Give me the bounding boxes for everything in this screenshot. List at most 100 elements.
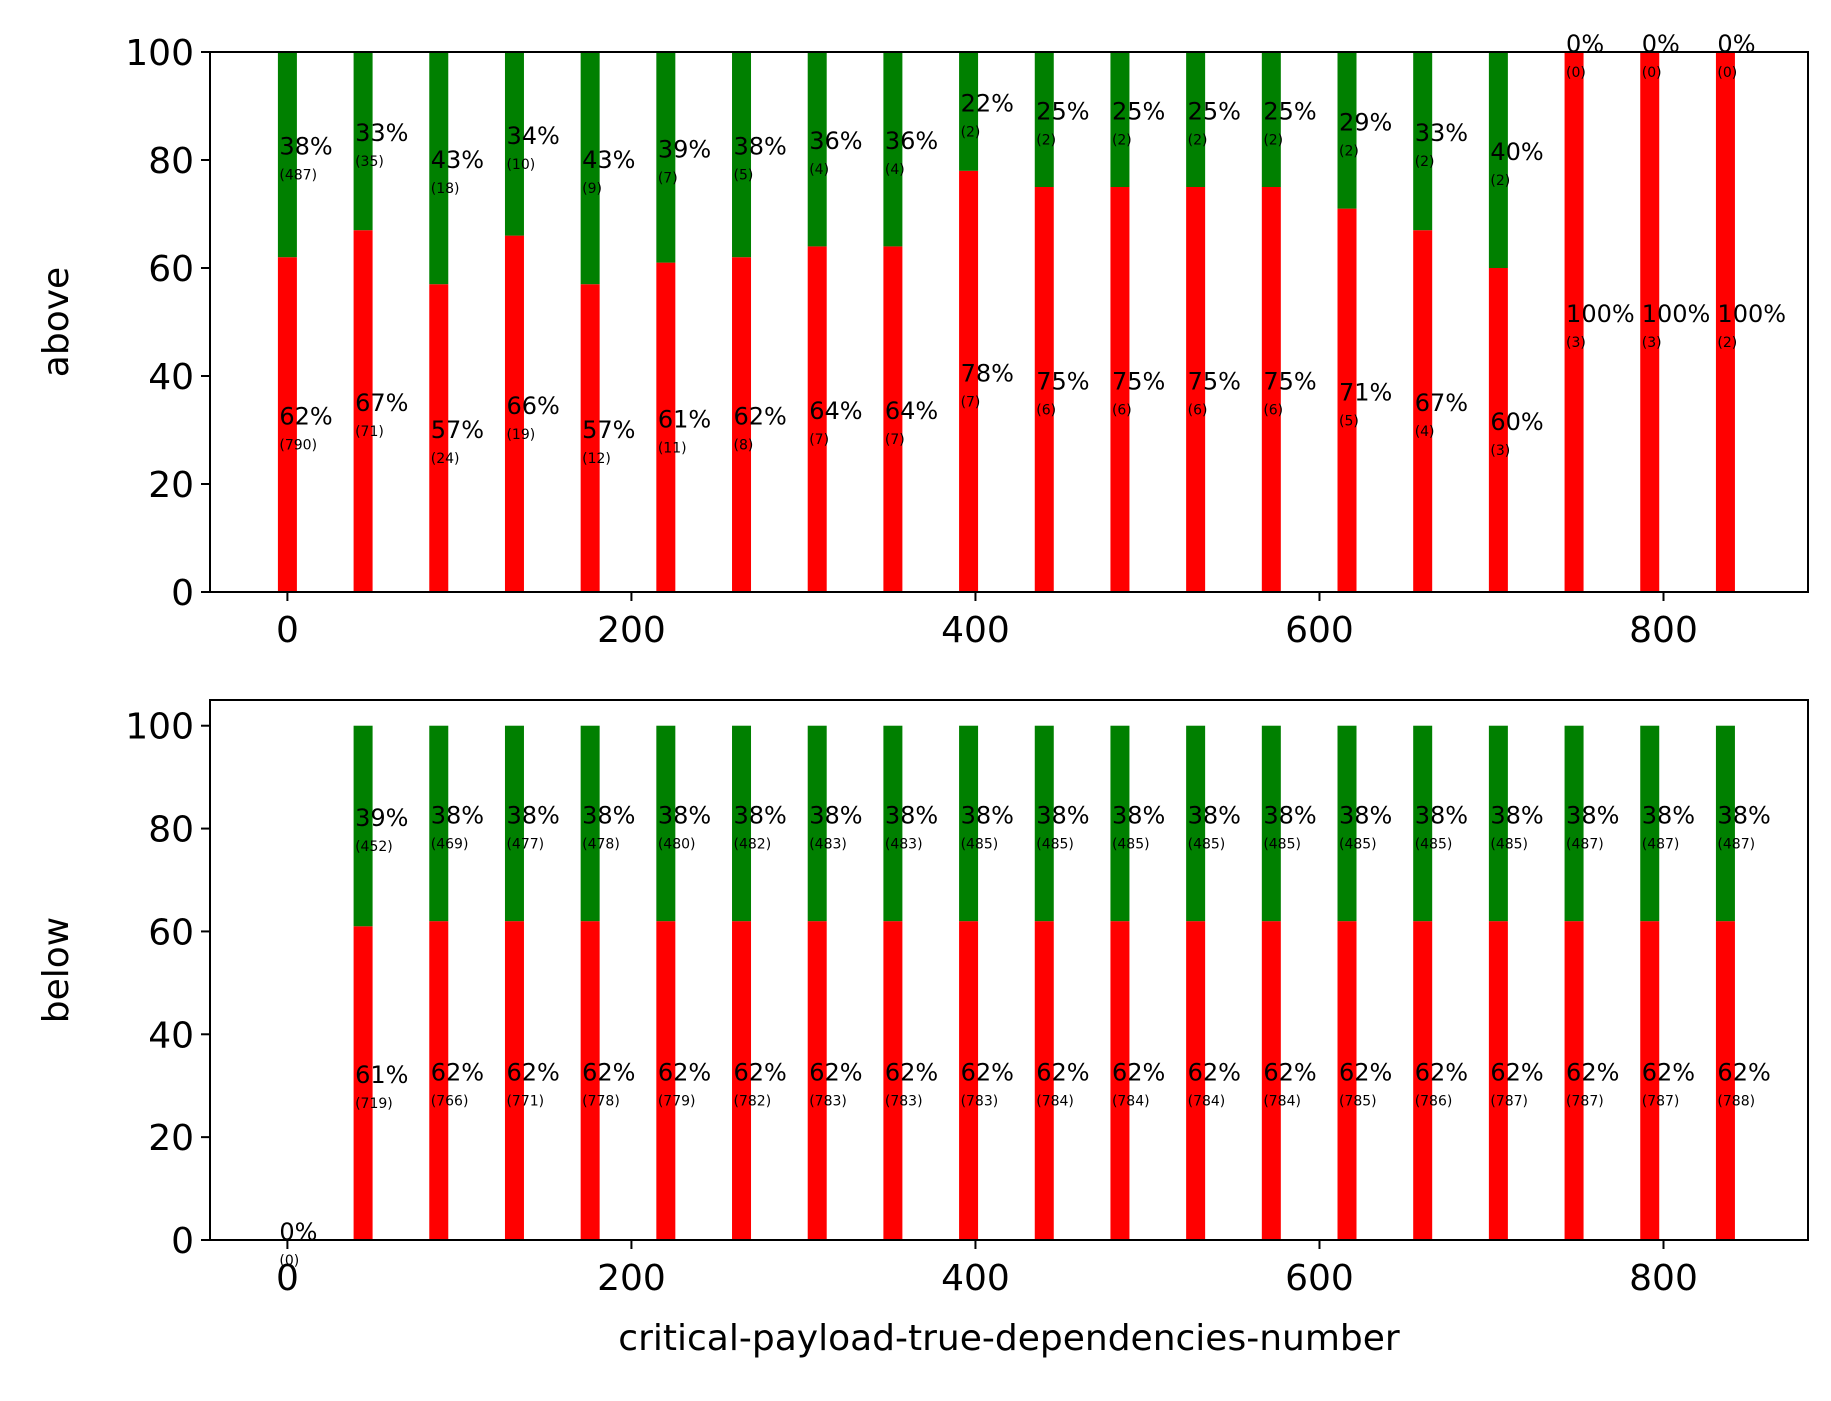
data-label-count: (35) [355,154,384,170]
data-label-count: (784) [1263,1094,1301,1110]
bar-bottom [1337,921,1357,1240]
bar-bottom [1413,230,1433,592]
data-label-percent: 33% [1415,119,1468,147]
data-label-count: (2) [961,124,981,140]
data-label-percent: 62% [658,1059,711,1087]
data-label-count: (784) [1188,1094,1226,1110]
data-label-percent: 78% [961,359,1014,387]
data-label-count: (2) [1188,133,1208,149]
bar-bottom [1186,921,1206,1240]
data-label-percent: 38% [885,801,938,829]
bar-top [353,52,373,231]
x-tick-label: 0 [276,610,299,651]
bar-bottom [1715,921,1735,1240]
bar-top [1564,725,1584,922]
data-label-count: (0) [1717,65,1737,81]
data-label-count: (2) [1112,133,1132,149]
data-label-percent: 62% [506,1059,559,1087]
data-label-count: (4) [1415,424,1435,440]
data-label-count: (6) [1263,403,1283,419]
data-label-percent: 43% [582,146,635,174]
bar-top [732,52,752,258]
data-label-percent: 38% [961,801,1014,829]
data-label-percent: 38% [431,801,484,829]
data-label-percent: 100% [1642,300,1711,328]
y-tick-label: 80 [148,810,194,851]
data-label-percent: 62% [1717,1059,1770,1087]
y-tick-label: 20 [148,465,194,506]
x-tick-label: 800 [1629,1258,1698,1299]
data-label-percent: 25% [1036,98,1089,126]
y-tick-label: 40 [148,1015,194,1056]
data-label-count: (786) [1415,1094,1453,1110]
bar-bottom [1337,208,1357,592]
data-label-percent: 62% [1490,1059,1543,1087]
y-tick-label: 20 [148,1118,194,1159]
bar-bottom [883,246,903,592]
bar-bottom [353,926,373,1240]
bar-top [807,52,827,247]
x-tick-label: 200 [597,610,666,651]
data-label-count: (2) [1263,133,1283,149]
bar-top [353,725,373,927]
bar-bottom [1110,921,1130,1240]
data-label-percent: 38% [658,801,711,829]
bar-bottom [1715,52,1735,592]
bar-top [1110,52,1130,187]
data-label-count: (487) [1717,836,1755,852]
data-label-count: (2) [1717,335,1737,351]
data-label-count: (784) [1112,1094,1150,1110]
data-label-count: (779) [658,1094,696,1110]
bar-top [1337,52,1357,209]
data-label-count: (785) [1339,1094,1377,1110]
bar-top [1413,725,1433,922]
bar-top [883,52,903,247]
data-label-percent: 0% [279,1218,317,1246]
bar-top [1186,52,1206,187]
data-label-percent: 38% [1339,801,1392,829]
y-tick-label: 100 [125,707,194,748]
data-label-percent: 57% [582,416,635,444]
data-label-count: (0) [279,1253,299,1269]
data-label-percent: 38% [1642,801,1695,829]
data-label-percent: 39% [355,804,408,832]
data-label-percent: 38% [1415,801,1468,829]
bar-top [1640,725,1660,922]
data-label-count: (4) [885,162,905,178]
bar-top [277,52,297,258]
data-label-percent: 29% [1339,108,1392,136]
data-label-percent: 25% [1112,98,1165,126]
data-label-percent: 62% [809,1059,862,1087]
data-label-count: (5) [734,168,754,184]
bar-bottom [959,921,979,1240]
data-label-percent: 62% [734,403,787,431]
x-tick-label: 0 [276,1258,299,1299]
data-label-percent: 62% [1642,1059,1695,1087]
data-label-percent: 75% [1263,368,1316,396]
y-axis-title: above [36,267,77,377]
x-tick-label: 800 [1629,610,1698,651]
data-label-count: (787) [1642,1094,1680,1110]
data-label-percent: 0% [1642,30,1680,58]
bar-top [1488,52,1508,268]
data-label-percent: 61% [658,405,711,433]
data-label-percent: 66% [506,392,559,420]
data-label-count: (485) [1339,836,1377,852]
data-label-count: (12) [582,451,611,467]
x-tick-label: 400 [941,610,1010,651]
data-label-percent: 22% [961,89,1014,117]
data-label-percent: 39% [658,135,711,163]
data-label-count: (487) [279,168,317,184]
data-label-percent: 62% [1112,1059,1165,1087]
data-label-percent: 25% [1263,98,1316,126]
y-axis-title: below [36,917,77,1023]
data-label-percent: 62% [961,1059,1014,1087]
bar-bottom [1488,921,1508,1240]
bar-top [504,52,524,236]
data-label-count: (787) [1566,1094,1604,1110]
data-label-percent: 64% [885,397,938,425]
data-label-count: (480) [658,836,696,852]
data-label-count: (18) [431,181,460,197]
bar-top [1413,52,1433,231]
bar-bottom [656,262,676,592]
